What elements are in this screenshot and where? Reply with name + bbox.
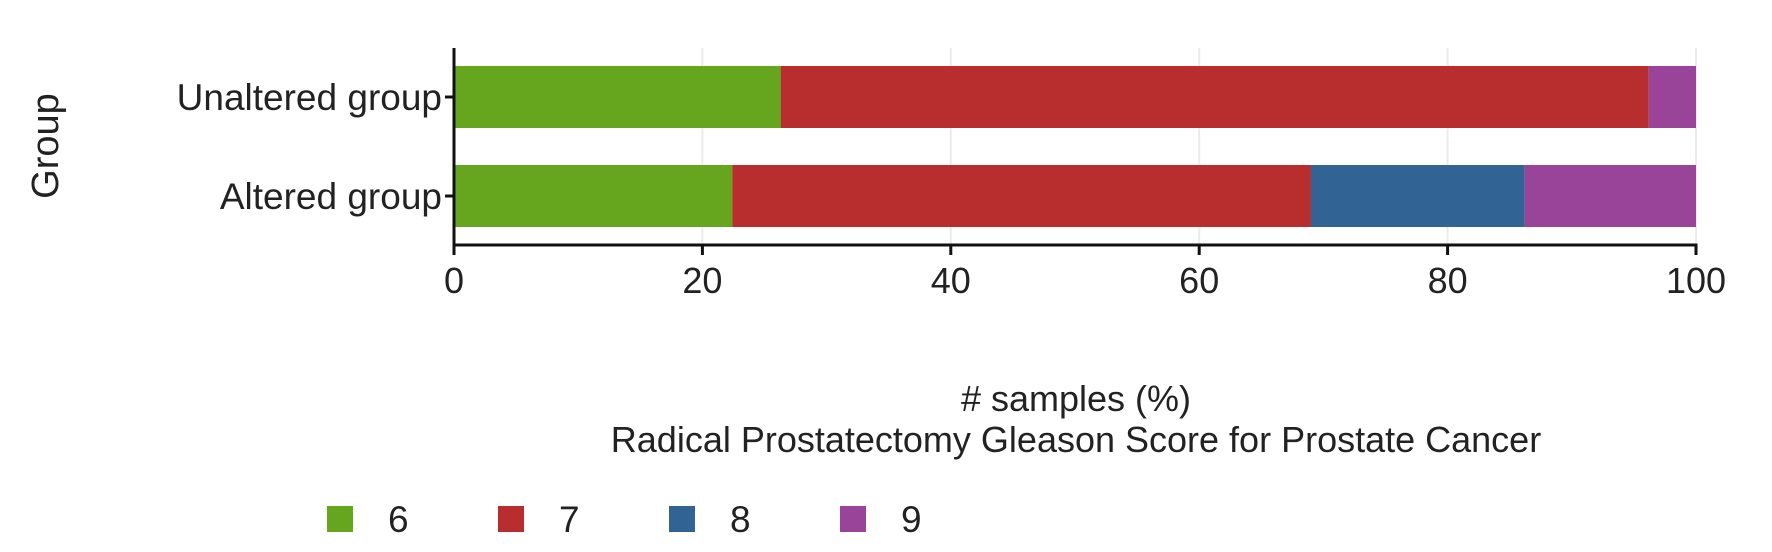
x-tick-label: 0 [444,260,464,301]
legend-label: 6 [388,499,409,540]
y-tick-label: Altered group [220,176,442,217]
x-tick-label: 20 [682,260,722,301]
legend-label: 7 [559,499,580,540]
x-tick-label: 60 [1179,260,1219,301]
y-tick-label: Unaltered group [177,77,442,118]
x-tick-label: 100 [1666,260,1726,301]
bar-segment [1310,165,1525,227]
bar-segment [1524,165,1696,227]
legend-label: 9 [901,499,922,540]
legend: 6 7 8 9 [327,499,922,540]
legend-swatch [840,506,866,532]
bar-segment [780,66,1649,128]
axes: Unaltered group Altered group 0 20 40 60 80 100 [177,48,1726,301]
legend-swatch [327,506,353,532]
x-tick-label: 40 [931,260,971,301]
legend-swatch [498,506,524,532]
bar-segment [454,165,733,227]
bars [454,66,1696,227]
legend-label: 8 [730,499,751,540]
legend-title: Radical Prostatectomy Gleason Score for … [611,419,1541,460]
y-axis-title: Group [25,93,67,199]
bar-segment [732,165,1311,227]
x-axis-title: # samples (%) [961,378,1191,419]
bar-segment [1648,66,1696,128]
bar-segment [454,66,781,128]
x-tick-label: 80 [1428,260,1468,301]
legend-swatch [669,506,695,532]
